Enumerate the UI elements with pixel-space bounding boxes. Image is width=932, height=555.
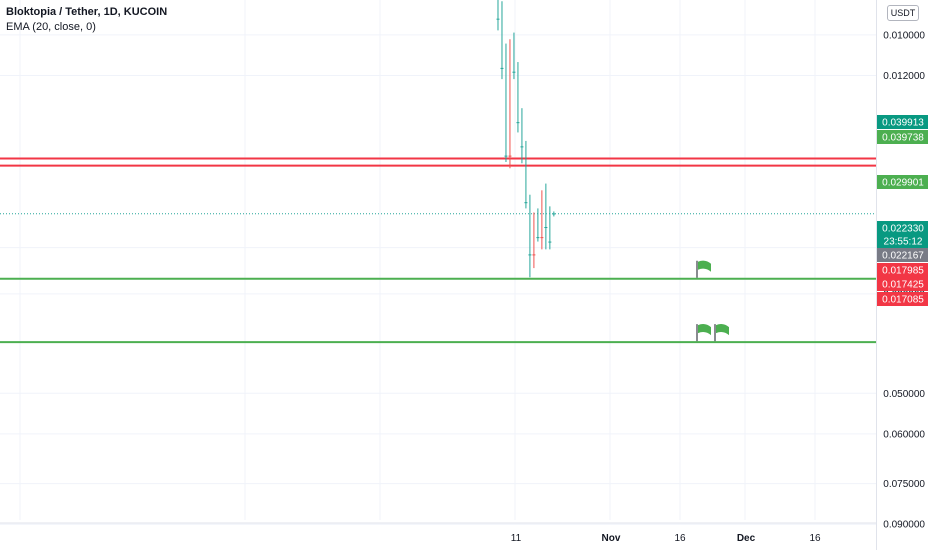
- candle-body: [528, 254, 532, 256]
- candle-body: [500, 67, 504, 69]
- candle-body: [496, 18, 500, 20]
- price-label-text: 0.029901: [882, 178, 924, 189]
- price-label-badge: [877, 175, 928, 189]
- candle-body: [512, 71, 516, 73]
- y-tick-label: 0.060000: [883, 429, 925, 440]
- candle-body: [508, 155, 512, 157]
- y-tick-label: 0.010000: [883, 30, 925, 41]
- candle-body: [536, 237, 540, 239]
- price-label-badge: [877, 221, 928, 235]
- candle-body: [532, 254, 536, 256]
- y-tick-label: 0.090000: [883, 520, 925, 531]
- price-label-text: 0.017085: [882, 295, 924, 306]
- price-label-text: 0.039913: [882, 118, 924, 129]
- candle-body: [504, 155, 508, 157]
- x-tick-label: Nov: [602, 533, 621, 544]
- price-label-text: 0.017425: [882, 280, 924, 291]
- candle-body: [544, 227, 548, 229]
- price-label-badge: [877, 292, 928, 306]
- price-label-text: 0.017985: [882, 266, 924, 277]
- price-label-badge: [877, 130, 928, 144]
- price-label-text: 0.022167: [882, 251, 924, 262]
- y-tick-label: 0.075000: [883, 479, 925, 490]
- candle-body: [552, 213, 556, 215]
- indicator-legend[interactable]: EMA (20, close, 0): [6, 21, 96, 33]
- price-label-text: 0.039738: [882, 133, 924, 144]
- candle-body: [524, 202, 528, 204]
- price-label-badge: [877, 115, 928, 129]
- price-label-badge: [877, 234, 928, 248]
- flag-icon: [716, 324, 729, 336]
- price-label-badge: [877, 277, 928, 291]
- x-tick-label: 16: [809, 533, 821, 544]
- price-label-badge: [877, 263, 928, 277]
- candle-body: [548, 241, 552, 243]
- candle-body: [540, 237, 544, 239]
- x-tick-label: 11: [511, 533, 522, 544]
- candle-body: [520, 146, 524, 148]
- flag-icon: [698, 260, 711, 272]
- price-axis-divider: [876, 0, 877, 550]
- y-tick-label: 0.012000: [883, 71, 925, 82]
- x-tick-label: Dec: [737, 533, 756, 544]
- flag-icon: [698, 324, 711, 336]
- candle-body: [516, 122, 520, 124]
- y-tick-label: 0.050000: [883, 389, 925, 400]
- price-label-text: 23:55:12: [884, 237, 923, 248]
- price-label-badge: [877, 248, 928, 262]
- price-label-text: 0.022330: [882, 224, 924, 235]
- x-tick-label: 16: [674, 533, 686, 544]
- currency-badge[interactable]: USDT: [887, 5, 919, 21]
- symbol-title[interactable]: Bloktopia / Tether, 1D, KUCOIN: [6, 6, 168, 18]
